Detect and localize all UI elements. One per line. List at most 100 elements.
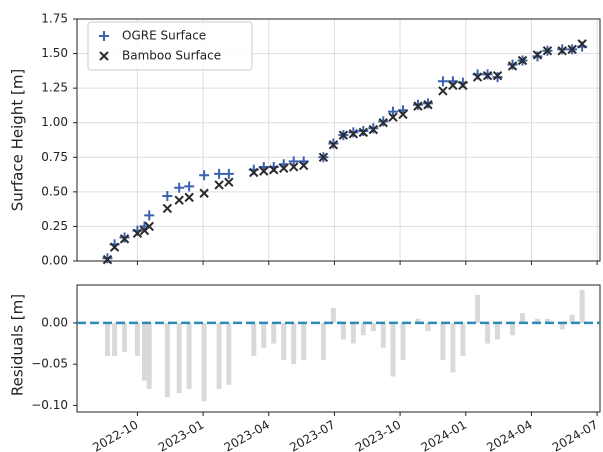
x-marker xyxy=(482,70,493,81)
bar xyxy=(164,322,170,398)
x-tick-label: 2024-01 xyxy=(419,418,469,452)
bar xyxy=(330,308,336,323)
x-marker xyxy=(109,242,120,252)
bar xyxy=(425,322,431,332)
x-marker xyxy=(413,101,423,111)
bar xyxy=(520,313,526,323)
x-marker xyxy=(224,177,234,187)
bar xyxy=(475,294,481,323)
y-tick-label: 1.50 xyxy=(41,46,68,60)
x-marker xyxy=(199,188,209,198)
bar xyxy=(301,322,307,361)
bar xyxy=(460,322,466,356)
x-tick-label: 2024-07 xyxy=(550,418,600,452)
bar xyxy=(251,322,257,356)
x-marker xyxy=(144,221,154,232)
x-marker xyxy=(99,51,109,61)
bar xyxy=(510,322,516,336)
bar xyxy=(216,322,222,389)
x-marker xyxy=(102,254,113,265)
bar xyxy=(495,322,501,340)
bar xyxy=(559,322,565,330)
y-axis-label: Residuals [m] xyxy=(9,294,27,396)
x-marker xyxy=(174,195,184,205)
x-marker xyxy=(328,140,339,150)
bar xyxy=(271,322,277,344)
x-tick-label: 2022-10 xyxy=(90,418,140,452)
plus-marker xyxy=(437,76,448,87)
bar xyxy=(112,322,118,356)
y-tick-label: −0.10 xyxy=(31,398,68,412)
x-marker xyxy=(119,234,130,244)
y-tick-label: 0.75 xyxy=(41,150,68,164)
y-axis-label: Surface Height [m] xyxy=(9,69,27,212)
bar xyxy=(176,322,182,394)
y-tick-label: 0.00 xyxy=(41,315,68,329)
bar xyxy=(104,322,110,356)
x-marker xyxy=(542,46,553,56)
x-marker xyxy=(132,228,143,239)
x-marker xyxy=(378,118,388,128)
x-tick-label: 2024-04 xyxy=(484,418,534,452)
x-marker xyxy=(269,165,279,175)
bar xyxy=(450,322,456,373)
bar xyxy=(186,322,192,389)
y-tick-label: 1.75 xyxy=(41,12,68,26)
x-marker xyxy=(388,112,398,122)
bar xyxy=(534,318,540,323)
plus-marker xyxy=(184,181,195,192)
y-tick-label: 1.25 xyxy=(41,81,68,95)
x-marker xyxy=(517,55,528,66)
bar xyxy=(579,289,585,323)
x-tick-label: 2023-01 xyxy=(156,418,206,452)
bar xyxy=(390,322,396,377)
y-tick-label: 1.00 xyxy=(41,115,68,129)
y-tick-label: 0.00 xyxy=(41,254,68,268)
x-marker xyxy=(184,192,194,203)
plus-marker xyxy=(99,31,109,41)
x-marker xyxy=(492,70,503,81)
x-marker xyxy=(577,39,587,49)
plus-marker xyxy=(223,168,234,179)
x-marker xyxy=(507,61,518,71)
bar xyxy=(291,322,297,365)
plus-marker xyxy=(144,210,155,221)
bar xyxy=(360,322,366,336)
bar xyxy=(544,318,550,323)
x-marker xyxy=(368,124,379,135)
x-marker xyxy=(348,129,359,139)
bar xyxy=(380,322,386,348)
x-marker xyxy=(532,50,543,60)
x-marker xyxy=(423,100,433,110)
x-marker xyxy=(279,163,289,174)
bar xyxy=(281,322,287,361)
x-tick-label: 2023-10 xyxy=(353,418,403,452)
x-marker xyxy=(472,72,483,82)
bar xyxy=(569,314,575,323)
x-marker xyxy=(438,86,448,96)
bar xyxy=(370,322,376,332)
x-marker xyxy=(557,46,567,56)
bar xyxy=(142,322,148,381)
x-marker xyxy=(249,167,259,178)
x-tick-label: 2023-04 xyxy=(222,418,272,452)
x-marker xyxy=(338,130,349,140)
x-marker xyxy=(214,180,224,190)
x-marker xyxy=(448,80,458,91)
plus-marker xyxy=(388,106,399,117)
bar xyxy=(440,322,446,361)
plot-frame xyxy=(76,284,601,413)
x-marker xyxy=(259,166,269,176)
bar xyxy=(134,322,140,356)
bar xyxy=(122,322,128,352)
x-marker xyxy=(318,152,329,162)
x-tick-label: 2023-07 xyxy=(287,418,337,452)
bar xyxy=(261,322,267,348)
x-marker xyxy=(458,80,468,91)
bar xyxy=(350,322,356,344)
plus-marker xyxy=(214,168,225,179)
bar xyxy=(485,322,491,344)
x-marker xyxy=(162,203,173,214)
x-marker xyxy=(358,127,369,138)
plus-marker xyxy=(162,191,173,202)
